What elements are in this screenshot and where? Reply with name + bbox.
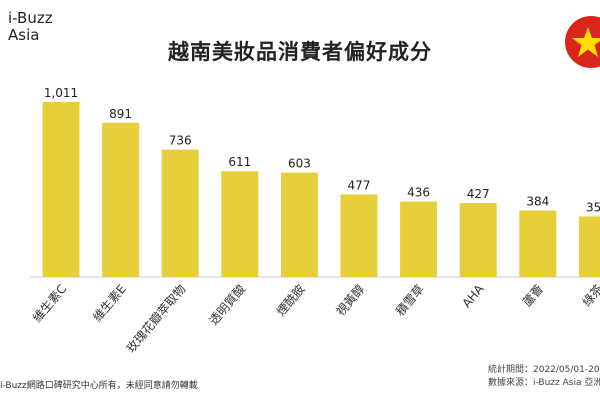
- vietnam-flag-icon: [565, 16, 600, 68]
- value-label-1: 1,011: [44, 86, 78, 100]
- chart-title: 越南美妝品消費者偏好成分: [168, 40, 432, 64]
- value-label-5: 603: [288, 157, 311, 171]
- value-label-4: 611: [228, 155, 251, 169]
- category-label-7: 積雪草: [392, 281, 427, 318]
- ibuzz-logo: i-Buzz Asia: [8, 10, 53, 44]
- value-label-6: 477: [348, 178, 371, 192]
- copyright-note: i-Buzz網路口碑研究中心所有，未經同意請勿轉載: [0, 381, 198, 391]
- bar-6: [340, 194, 378, 277]
- bar-7: [400, 201, 438, 277]
- data-source: 數據來源：i-Buzz Asia 亞洲跨: [488, 378, 600, 388]
- value-label-10: 350: [586, 200, 600, 214]
- logo-line-2: Asia: [8, 26, 40, 44]
- bar-3: [161, 149, 199, 277]
- bar-5: [280, 172, 318, 277]
- category-label-2: 維生素E: [90, 282, 129, 324]
- bar-10: [578, 216, 600, 277]
- bar-2: [102, 122, 140, 277]
- bar-8: [459, 203, 497, 277]
- value-label-9: 384: [526, 195, 549, 209]
- category-label-4: 透明質酸: [206, 281, 248, 327]
- statistics-period: 統計期間：2022/05/01-2023: [488, 365, 600, 375]
- bar-4: [221, 171, 259, 277]
- category-label-6: 視黃醇: [333, 281, 368, 318]
- category-label-3: 玫瑰花瓣萃取物: [123, 281, 188, 355]
- value-label-2: 891: [109, 107, 132, 121]
- logo-line-1: i-Buzz: [8, 9, 53, 27]
- bar-1: [42, 102, 80, 277]
- value-label-8: 427: [467, 187, 490, 201]
- category-label-8: AHA: [459, 281, 487, 310]
- value-label-3: 736: [169, 134, 192, 148]
- source-note: 統計期間：2022/05/01-2023 數據來源：i-Buzz Asia 亞洲…: [488, 364, 600, 390]
- value-label-7: 436: [407, 186, 430, 200]
- category-label-1: 維生素C: [30, 282, 69, 325]
- category-label-10: 綠茶: [579, 281, 600, 309]
- category-label-5: 煙酰胺: [274, 282, 308, 319]
- category-label-9: 蘆薈: [520, 282, 546, 309]
- bar-9: [519, 210, 557, 277]
